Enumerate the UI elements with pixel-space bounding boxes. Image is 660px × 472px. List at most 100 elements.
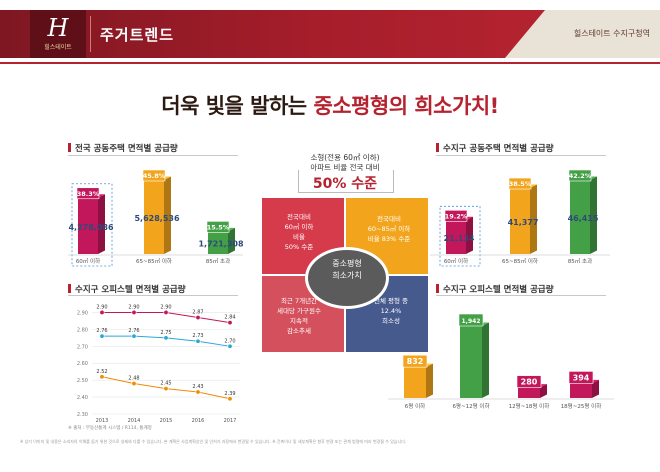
source-note: ※ 출처 : 부동산통계 시스템 / R114, 통계청: [68, 426, 152, 431]
bar-side: [98, 194, 105, 254]
series-point: [227, 320, 233, 326]
bar-front: [518, 387, 540, 398]
quadrant-bl-line: 최근 7개년간: [280, 297, 318, 305]
data-label: 2.43: [192, 384, 203, 390]
quadrant-tr-line: 전국대비: [377, 215, 401, 223]
header-rule: [0, 62, 660, 64]
category-label: 65~85㎡ 이하: [502, 257, 538, 265]
data-label: 2.45: [160, 381, 171, 387]
bar-side: [592, 379, 599, 398]
headline-part2: 중소평형의 희소가치!: [313, 94, 499, 118]
data-label: 2.90: [128, 304, 139, 310]
bar-side: [482, 322, 489, 398]
panel-title-national-text: 전국 공동주택 면적별 공급량: [75, 144, 178, 154]
series-point: [163, 386, 169, 392]
panel-title-suji-apt-text: 수지구 공동주택 면적별 공급량: [443, 144, 554, 154]
value-label: 41,377: [508, 218, 539, 227]
logo-glyph: H: [47, 14, 69, 42]
data-label: 2.84: [224, 315, 235, 321]
data-label: 2.87: [192, 310, 203, 316]
center-line1: 소형(전용 60㎡ 이하): [310, 153, 380, 162]
bar-side: [466, 216, 473, 254]
category-label: 6평~12평 이하: [452, 402, 489, 410]
panel-rule: [68, 155, 238, 156]
page-headline: 더욱 빛을 발하는 중소평형의 희소가치!: [0, 90, 660, 120]
value-label: 1,721,308: [198, 240, 243, 249]
data-label: 2.39: [224, 391, 235, 397]
y-tick-label: 2.30: [77, 412, 88, 418]
y-tick-label: 2.40: [77, 395, 88, 401]
panel-title-suji-apt: 수지구 공동주택 면적별 공급량: [436, 142, 554, 154]
percent-tag: [76, 187, 100, 200]
header-subtitle: 힐스테이트 수지구청역: [573, 29, 650, 38]
center-line2: 아파트 비율 전국 대비: [310, 163, 380, 172]
value-tag: [568, 371, 594, 384]
quadrant-tl-line: 60㎡ 이하: [284, 223, 314, 231]
title-marker: [436, 284, 439, 293]
x-tick-label: 2017: [224, 418, 237, 424]
bar-front: [78, 197, 98, 254]
percent-tag: [206, 221, 230, 233]
headline-part1: 더욱 빛을 발하는: [161, 94, 314, 118]
category-label: 60㎡ 이하: [444, 257, 468, 265]
value-label: 832: [407, 357, 424, 366]
panel-title-suji-office: 수지구 오피스텔 면적별 공급량: [436, 283, 554, 295]
y-tick-label: 2.90: [77, 310, 88, 316]
center-circle-text: 중소평형 희소가치: [305, 258, 389, 282]
percent-label: 38.3%: [77, 190, 100, 198]
value-label: 4,278,086: [68, 223, 113, 232]
y-tick-label: 2.80: [77, 327, 88, 333]
data-label: 2.76: [96, 328, 107, 334]
series-point: [99, 333, 105, 339]
center-circle-line: 희소가치: [332, 271, 362, 280]
series-point: [195, 338, 201, 344]
percent-tag: [142, 169, 166, 182]
category-label: 12평~18평 이하: [509, 402, 550, 410]
panel-rule: [436, 155, 606, 156]
chart-line: 2.90 2.80 2.70 2.60 2.50 2.40 2.30 2013 2014 2015…: [77, 304, 240, 424]
data-label: 2.90: [96, 304, 107, 310]
quadrant-tr-line: 60~85㎡ 이하: [367, 225, 411, 233]
quadrant-bl-line: 감소추세: [287, 327, 311, 335]
quadrant-br-line: 전체 평형 중: [373, 297, 409, 305]
logo[interactable]: [30, 10, 86, 58]
percent-label: 42.2%: [569, 172, 592, 180]
bar-front: [144, 180, 164, 254]
series-point: [227, 396, 233, 402]
series-point: [163, 335, 169, 341]
y-tick-label: 2.50: [77, 378, 88, 384]
series-point: [131, 309, 137, 315]
bar-side: [426, 363, 433, 398]
category-label: 85㎡ 초과: [206, 257, 230, 265]
series-point: [195, 389, 201, 395]
value-label: 5,628,536: [134, 214, 179, 223]
quadrant-tl-line: 50% 수준: [284, 243, 314, 251]
data-label: 2.76: [128, 328, 139, 334]
center-circle: [305, 247, 389, 309]
bar-side: [228, 227, 235, 254]
chart-suji-office: 832 6평 이하 1,942 6평~12평 이하 280 12평~18평 이하 394 18…: [388, 313, 614, 410]
bar-front: [460, 326, 482, 398]
quadrant-tr-text: 전국대비 60~85㎡ 이하 비율 83% 수준: [358, 214, 420, 244]
title-marker: [68, 284, 71, 293]
percent-label: 38.5%: [509, 180, 532, 188]
value-label: 1,942: [462, 318, 481, 325]
percent-label: 19.2%: [445, 212, 468, 220]
series-point: [131, 333, 137, 339]
header-band: [0, 10, 560, 58]
panel-title-office-left-text: 수지구 오피스텔 면적별 공급량: [75, 285, 186, 295]
x-tick-label: 2014: [128, 418, 141, 424]
data-label: 2.90: [160, 304, 171, 310]
percent-tag: [444, 210, 468, 222]
percent-tag: [568, 169, 592, 182]
bar-side: [540, 384, 547, 398]
panel-rule: [436, 295, 606, 296]
value-label: 46,415: [568, 214, 599, 223]
center-highlight: 50% 수준: [312, 176, 378, 192]
bar-front: [208, 231, 228, 254]
percent-label: 45.8%: [143, 172, 166, 180]
category-label: 6평 이하: [405, 402, 425, 410]
bar-front: [510, 188, 530, 254]
data-label: 2.48: [128, 376, 139, 382]
title-marker: [436, 143, 439, 152]
